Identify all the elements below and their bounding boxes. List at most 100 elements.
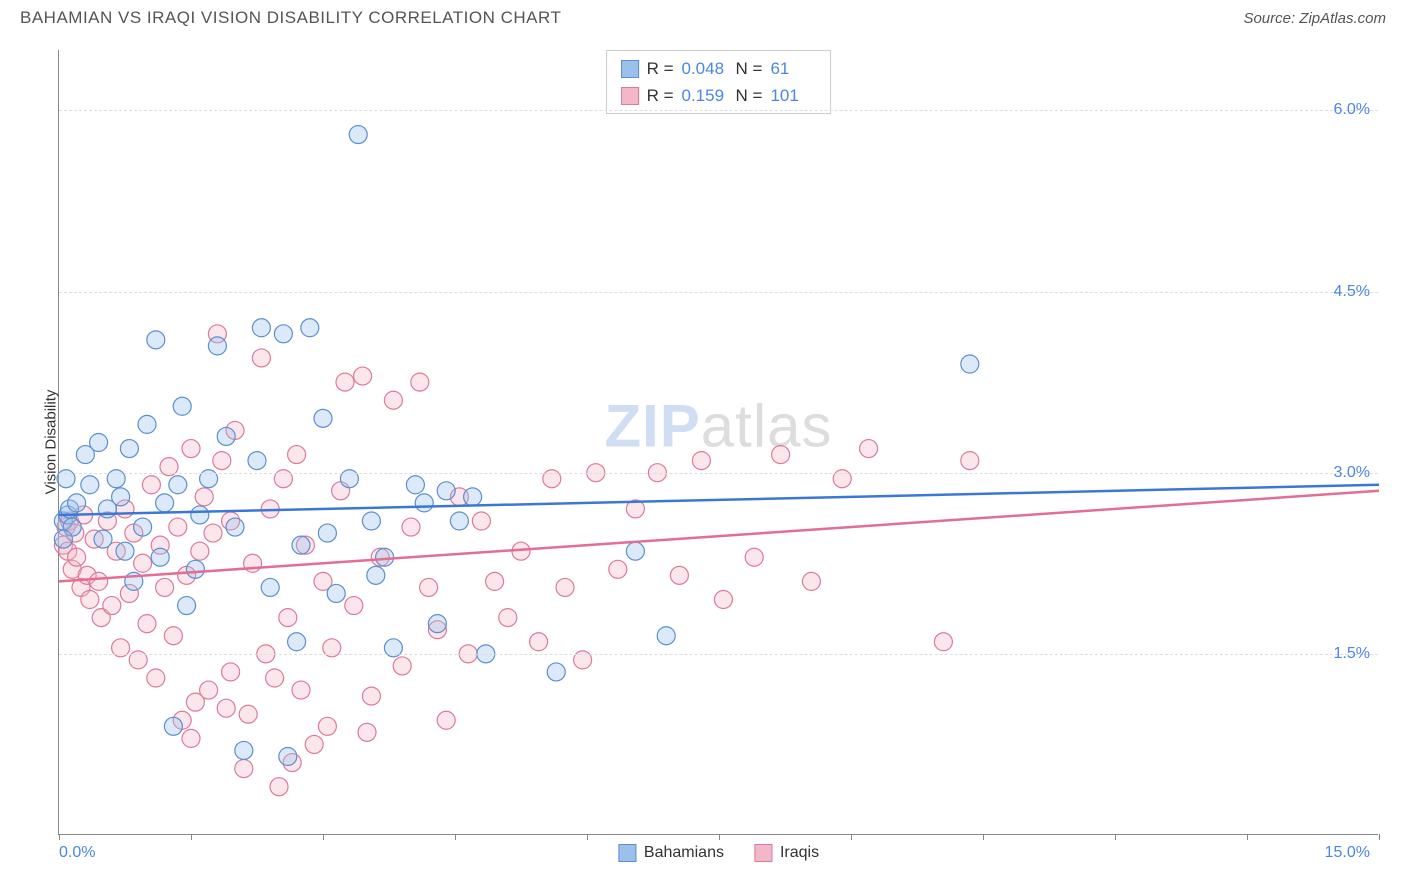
- x-tick: [323, 834, 324, 840]
- data-point: [213, 452, 231, 470]
- data-point: [530, 633, 548, 651]
- x-tick: [191, 834, 192, 840]
- data-point: [802, 572, 820, 590]
- n-value-iraqis: 101: [770, 82, 816, 109]
- data-point: [670, 566, 688, 584]
- data-point: [692, 452, 710, 470]
- data-point: [279, 609, 297, 627]
- data-point: [156, 578, 174, 596]
- data-point: [411, 373, 429, 391]
- plot-area: Vision Disability ZIPatlas R = 0.048 N =…: [58, 50, 1378, 835]
- data-point: [68, 494, 86, 512]
- data-point: [252, 319, 270, 337]
- data-point: [164, 627, 182, 645]
- data-point: [345, 597, 363, 615]
- x-axis-end-label: 15.0%: [1325, 844, 1370, 862]
- data-point: [270, 778, 288, 796]
- data-point: [182, 729, 200, 747]
- data-point: [191, 506, 209, 524]
- data-point: [173, 397, 191, 415]
- data-point: [90, 434, 108, 452]
- legend-item-iraqis: Iraqis: [754, 844, 819, 862]
- plot-svg: [59, 50, 1378, 834]
- data-point: [657, 627, 675, 645]
- data-point: [609, 560, 627, 578]
- data-point: [81, 476, 99, 494]
- legend-item-bahamians: Bahamians: [618, 844, 724, 862]
- chart-container: Vision Disability ZIPatlas R = 0.048 N =…: [20, 40, 1386, 870]
- legend-label-bahamians: Bahamians: [644, 844, 724, 862]
- data-point: [120, 440, 138, 458]
- data-point: [547, 663, 565, 681]
- data-point: [239, 705, 257, 723]
- x-tick: [1379, 834, 1380, 840]
- legend-swatch-bahamians: [621, 60, 639, 78]
- legend-row-bahamians: R = 0.048 N = 61: [621, 55, 817, 82]
- data-point: [248, 452, 266, 470]
- data-point: [116, 542, 134, 560]
- data-point: [420, 578, 438, 596]
- data-point: [142, 476, 160, 494]
- data-point: [626, 542, 644, 560]
- correlation-legend: R = 0.048 N = 61 R = 0.159 N = 101: [606, 50, 832, 114]
- r-value-bahamians: 0.048: [682, 55, 728, 82]
- x-tick: [719, 834, 720, 840]
- data-point: [415, 494, 433, 512]
- data-point: [961, 452, 979, 470]
- chart-source: Source: ZipAtlas.com: [1243, 10, 1386, 27]
- data-point: [961, 355, 979, 373]
- x-tick: [851, 834, 852, 840]
- legend-bottom-swatch-bahamians: [618, 844, 636, 862]
- data-point: [336, 373, 354, 391]
- data-point: [393, 657, 411, 675]
- trend-line: [59, 491, 1379, 582]
- data-point: [217, 427, 235, 445]
- data-point: [252, 349, 270, 367]
- x-tick: [587, 834, 588, 840]
- data-point: [288, 633, 306, 651]
- data-point: [261, 578, 279, 596]
- data-point: [499, 609, 517, 627]
- data-point: [103, 597, 121, 615]
- data-point: [305, 735, 323, 753]
- data-point: [288, 446, 306, 464]
- y-tick-label: 6.0%: [1334, 101, 1370, 119]
- data-point: [151, 548, 169, 566]
- grid-line: [59, 654, 1378, 655]
- x-tick: [59, 834, 60, 840]
- data-point: [301, 319, 319, 337]
- data-point: [279, 748, 297, 766]
- data-point: [134, 554, 152, 572]
- data-point: [134, 518, 152, 536]
- data-point: [191, 542, 209, 560]
- data-point: [437, 482, 455, 500]
- data-point: [406, 476, 424, 494]
- data-point: [138, 615, 156, 633]
- series-legend: Bahamians Iraqis: [618, 844, 819, 862]
- data-point: [81, 591, 99, 609]
- data-point: [402, 518, 420, 536]
- legend-label-iraqis: Iraqis: [780, 844, 819, 862]
- grid-line: [59, 473, 1378, 474]
- data-point: [934, 633, 952, 651]
- data-point: [349, 126, 367, 144]
- data-point: [195, 488, 213, 506]
- data-point: [68, 548, 86, 566]
- y-tick-label: 1.5%: [1334, 645, 1370, 663]
- data-point: [292, 681, 310, 699]
- data-point: [327, 584, 345, 602]
- data-point: [318, 717, 336, 735]
- x-axis-start-label: 0.0%: [59, 844, 95, 862]
- data-point: [266, 669, 284, 687]
- trend-line: [59, 485, 1379, 515]
- data-point: [169, 518, 187, 536]
- data-point: [147, 669, 165, 687]
- legend-swatch-iraqis: [621, 87, 639, 105]
- data-point: [556, 578, 574, 596]
- data-point: [428, 615, 446, 633]
- data-point: [437, 711, 455, 729]
- data-point: [358, 723, 376, 741]
- r-value-iraqis: 0.159: [682, 82, 728, 109]
- data-point: [318, 524, 336, 542]
- data-point: [860, 440, 878, 458]
